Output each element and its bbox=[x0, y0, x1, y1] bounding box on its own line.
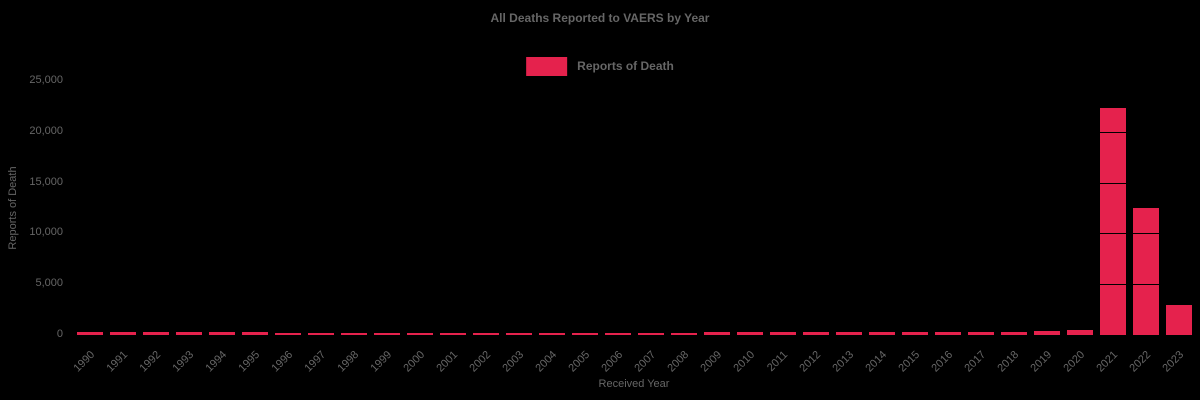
bar-2011[interactable] bbox=[770, 332, 796, 335]
bar-2013[interactable] bbox=[836, 332, 862, 335]
gridline-15000 bbox=[73, 183, 1195, 184]
bar-2009[interactable] bbox=[704, 332, 730, 335]
y-tick-label-15000: 15,000 bbox=[29, 176, 63, 188]
bar-2012[interactable] bbox=[803, 332, 829, 335]
gridline-0 bbox=[73, 335, 1195, 336]
bar-2006[interactable] bbox=[605, 333, 631, 335]
legend-label: Reports of Death bbox=[577, 59, 674, 73]
bar-2023[interactable] bbox=[1166, 305, 1192, 335]
bar-2018[interactable] bbox=[1001, 332, 1027, 335]
y-tick-label-20000: 20,000 bbox=[29, 125, 63, 137]
bar-1990[interactable] bbox=[77, 332, 103, 335]
y-tick-label-25000: 25,000 bbox=[29, 74, 63, 86]
bar-1991[interactable] bbox=[110, 332, 136, 335]
bar-2021[interactable] bbox=[1100, 108, 1126, 335]
bar-2000[interactable] bbox=[407, 333, 433, 335]
y-tick-label-5000: 5,000 bbox=[35, 277, 63, 289]
gridline-10000 bbox=[73, 233, 1195, 234]
bar-2005[interactable] bbox=[572, 333, 598, 335]
bar-2017[interactable] bbox=[968, 332, 994, 335]
bar-2008[interactable] bbox=[671, 333, 697, 335]
bar-2014[interactable] bbox=[869, 332, 895, 335]
bar-1996[interactable] bbox=[275, 333, 301, 335]
bar-1994[interactable] bbox=[209, 332, 235, 335]
gridline-25000 bbox=[73, 81, 1195, 82]
bar-2003[interactable] bbox=[506, 333, 532, 335]
gridline-5000 bbox=[73, 284, 1195, 285]
bar-2001[interactable] bbox=[440, 333, 466, 335]
bar-2019[interactable] bbox=[1034, 331, 1060, 335]
x-axis-title: Received Year bbox=[598, 378, 670, 390]
bar-2002[interactable] bbox=[473, 333, 499, 335]
chart-title: All Deaths Reported to VAERS by Year bbox=[490, 11, 710, 25]
bar-1999[interactable] bbox=[374, 333, 400, 335]
legend-item-reports-of-death[interactable]: Reports of Death bbox=[526, 57, 674, 76]
bar-2010[interactable] bbox=[737, 332, 763, 335]
bar-2004[interactable] bbox=[539, 333, 565, 335]
legend-swatch-icon bbox=[526, 57, 568, 76]
bar-1997[interactable] bbox=[308, 333, 334, 335]
bar-2007[interactable] bbox=[638, 333, 664, 335]
gridline-20000 bbox=[73, 132, 1195, 133]
bar-1995[interactable] bbox=[242, 332, 268, 335]
bar-2020[interactable] bbox=[1067, 330, 1093, 335]
y-tick-label-0: 0 bbox=[56, 328, 63, 340]
bar-2015[interactable] bbox=[902, 332, 928, 335]
bar-1993[interactable] bbox=[176, 332, 202, 335]
bar-2022[interactable] bbox=[1133, 208, 1159, 335]
bar-1998[interactable] bbox=[341, 333, 367, 335]
y-tick-label-10000: 10,000 bbox=[29, 226, 63, 238]
bar-1992[interactable] bbox=[143, 332, 169, 335]
bar-2016[interactable] bbox=[935, 332, 961, 335]
